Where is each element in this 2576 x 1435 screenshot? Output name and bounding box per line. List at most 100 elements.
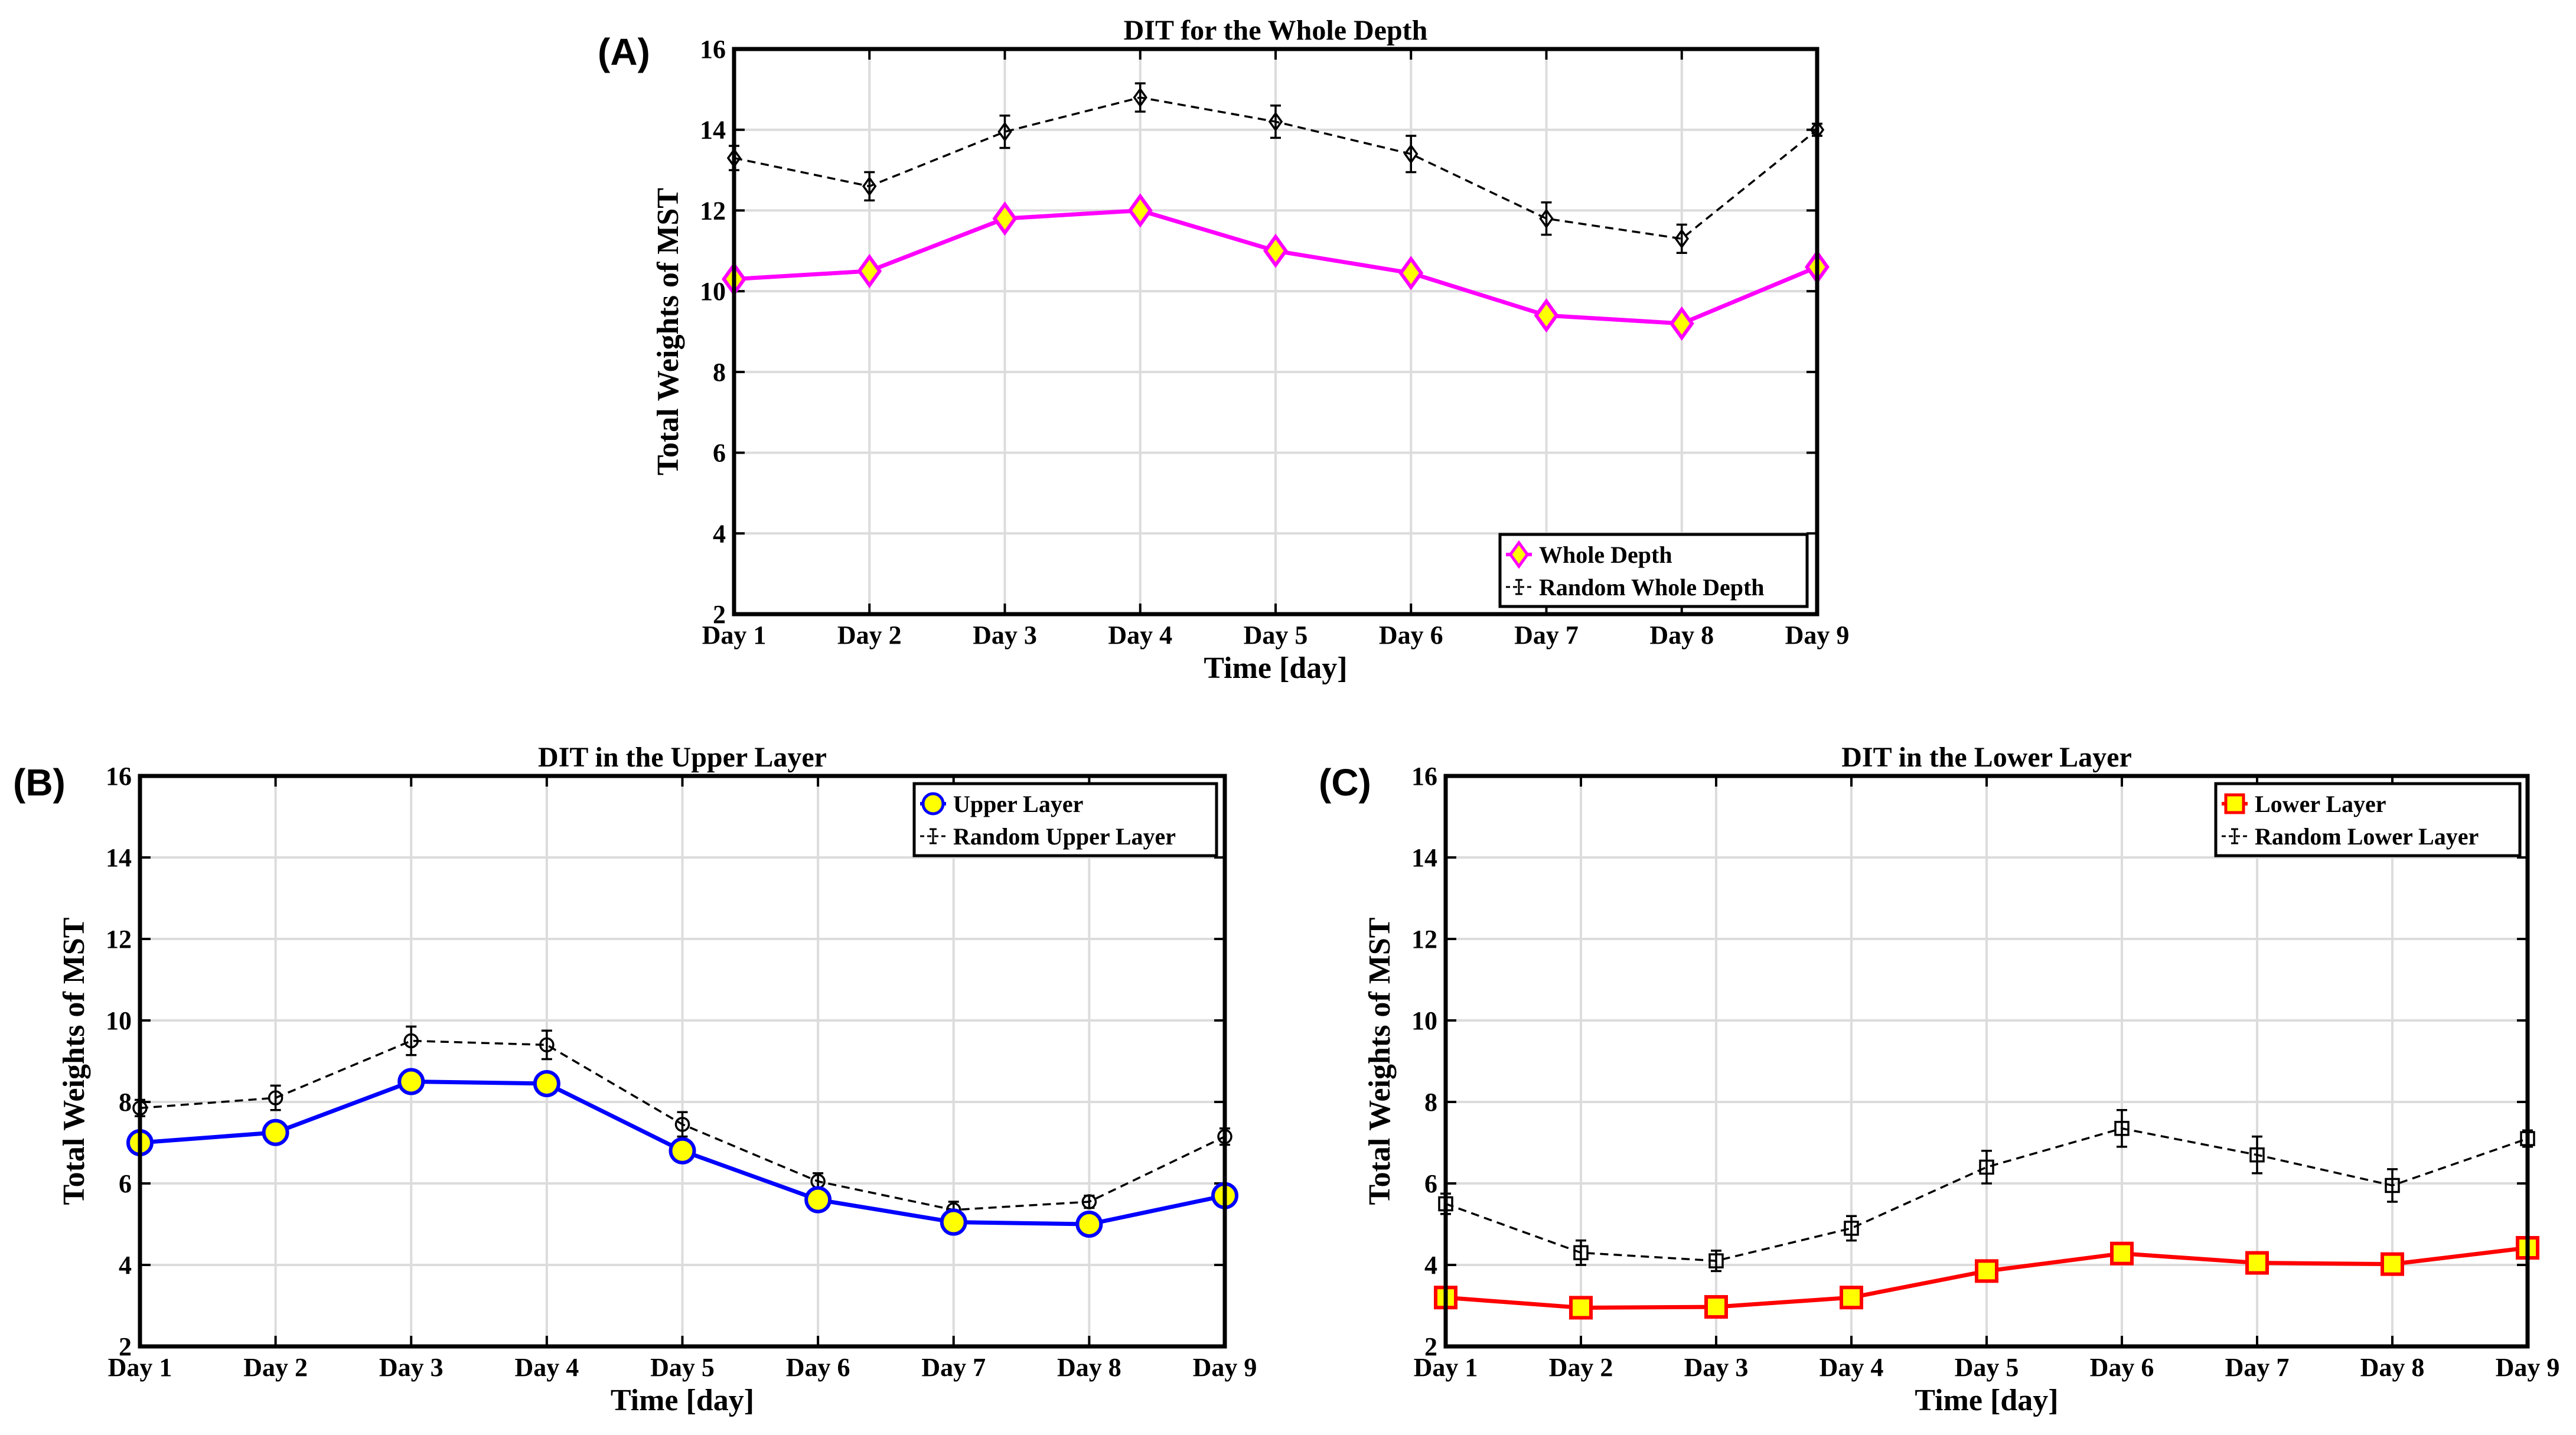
y-tick-label: 10 xyxy=(106,1006,132,1035)
legend-box xyxy=(1498,533,1809,608)
data-point xyxy=(1133,87,1147,108)
x-tick-label: Day 8 xyxy=(2360,1353,2425,1382)
chart-panel-2: Day 1 Day 2 Day 3 Day 4 Day 5 Day 6 Day 7 Day 8… xyxy=(13,742,1257,1417)
chart-title: DIT for the Whole Depth xyxy=(1124,15,1428,46)
data-point xyxy=(1840,1286,1863,1310)
data-point xyxy=(997,122,1012,142)
x-tick-label: Day 4 xyxy=(514,1353,579,1382)
y-tick-label: 2 xyxy=(713,600,726,629)
legend-label: Random Lower Layer xyxy=(2255,823,2479,850)
data-point xyxy=(2114,1121,2130,1136)
y-tick-label: 14 xyxy=(700,116,726,145)
x-tick-label: Day 7 xyxy=(1514,621,1579,650)
y-tick-label: 16 xyxy=(106,762,132,791)
x-axis-label: Time [day] xyxy=(1204,651,1347,685)
y-tick-label: 4 xyxy=(119,1251,132,1280)
legend-label: Upper Layer xyxy=(953,791,1083,817)
legend-label: Random Whole Depth xyxy=(1539,574,1765,601)
data-point xyxy=(1844,1221,1859,1236)
data-point xyxy=(403,1033,419,1049)
data-point xyxy=(397,1068,425,1095)
legend-item: Lower Layer xyxy=(2222,791,2386,817)
x-tick-label: Day 8 xyxy=(1649,621,1714,650)
axes-box xyxy=(1443,774,2530,1349)
y-axis-label: Total Weights of MST xyxy=(651,188,685,475)
y-tick-label: 10 xyxy=(1411,1006,1437,1035)
x-axis-label: Time [day] xyxy=(611,1384,754,1417)
legend-marker xyxy=(2224,793,2245,814)
y-tick-label: 12 xyxy=(1411,925,1437,954)
x-tick-label: Day 6 xyxy=(2090,1353,2154,1382)
legend-marker xyxy=(1508,540,1530,569)
legend: Whole Depth Random Whole Depth xyxy=(1498,533,1809,608)
legend: Upper Layer Random Upper Layer xyxy=(912,782,1218,857)
legend-label: Random Upper Layer xyxy=(953,823,1176,850)
chart-title: DIT in the Lower Layer xyxy=(1841,742,2132,773)
panel-letter: (A) xyxy=(598,31,650,73)
legend: Lower Layer Random Lower Layer xyxy=(2214,782,2522,857)
data-point xyxy=(804,1186,832,1214)
y-tick-label: 8 xyxy=(1424,1088,1437,1117)
x-tick-label: Day 7 xyxy=(2225,1353,2290,1382)
data-point xyxy=(1569,1296,1593,1320)
data-point xyxy=(1979,1159,1994,1175)
data-point xyxy=(539,1037,555,1053)
legend-item: Random Lower Layer xyxy=(2222,823,2479,850)
data-point xyxy=(1534,298,1559,333)
legend-box xyxy=(912,782,1218,857)
x-tick-label: Day 1 xyxy=(1414,1353,1478,1382)
y-tick-label: 14 xyxy=(106,843,132,872)
legend-item: Random Whole Depth xyxy=(1506,574,1765,601)
x-tick-label: Day 1 xyxy=(702,621,767,650)
series-line xyxy=(1445,1127,2528,1262)
data-point xyxy=(1975,1259,1998,1283)
data-point xyxy=(1704,1295,1728,1319)
x-tick-label: Day 5 xyxy=(650,1353,715,1382)
x-tick-label: Day 4 xyxy=(1108,621,1172,650)
y-tick-label: 4 xyxy=(1424,1251,1437,1280)
chart-title: DIT in the Upper Layer xyxy=(538,742,827,773)
y-tick-label: 14 xyxy=(1411,843,1437,872)
x-tick-label: Day 6 xyxy=(1379,621,1443,650)
data-point xyxy=(674,1117,690,1132)
legend-item: Whole Depth xyxy=(1506,540,1672,569)
data-point xyxy=(1573,1245,1589,1261)
x-tick-label: Day 5 xyxy=(1244,621,1308,650)
y-tick-label: 6 xyxy=(1424,1169,1437,1198)
series-main xyxy=(126,1068,1238,1238)
data-point xyxy=(1075,1211,1103,1238)
x-tick-label: Day 9 xyxy=(1193,1353,1257,1382)
axes-box xyxy=(732,47,1819,617)
data-point xyxy=(862,176,877,197)
data-point xyxy=(1669,306,1694,341)
y-tick-label: 8 xyxy=(713,358,726,387)
y-axis-label: Total Weights of MST xyxy=(1363,918,1397,1205)
data-point xyxy=(2385,1178,2400,1193)
data-point xyxy=(940,1208,967,1236)
data-point xyxy=(533,1069,560,1097)
legend-box xyxy=(2214,782,2522,857)
x-tick-label: Day 5 xyxy=(1955,1353,2019,1382)
data-point xyxy=(1708,1253,1724,1268)
x-tick-label: Day 3 xyxy=(1684,1353,1749,1382)
y-tick-label: 10 xyxy=(700,277,726,306)
chart-panel-1: Day 1 Day 2 Day 3 Day 4 Day 5 Day 6 Day 7 Day 8… xyxy=(598,15,1849,685)
y-tick-label: 2 xyxy=(1424,1332,1437,1361)
y-axis-label: Total Weights of MST xyxy=(57,918,91,1205)
y-tick-label: 4 xyxy=(713,519,726,548)
y-tick-label: 16 xyxy=(700,35,726,64)
data-point xyxy=(669,1137,696,1165)
axes-box xyxy=(138,774,1227,1349)
data-point xyxy=(2245,1251,2269,1275)
legend-item: Random Upper Layer xyxy=(920,823,1176,850)
data-point xyxy=(1081,1194,1097,1209)
x-tick-label: Day 8 xyxy=(1057,1353,1121,1382)
x-tick-label: Day 1 xyxy=(108,1353,172,1382)
chart-panel-3: Day 1 Day 2 Day 3 Day 4 Day 5 Day 6 Day 7 Day 8… xyxy=(1319,742,2559,1417)
data-point xyxy=(1539,208,1554,229)
legend-marker xyxy=(921,792,945,816)
x-tick-label: Day 2 xyxy=(243,1353,308,1382)
data-point xyxy=(2110,1241,2134,1266)
data-point xyxy=(1127,193,1153,228)
